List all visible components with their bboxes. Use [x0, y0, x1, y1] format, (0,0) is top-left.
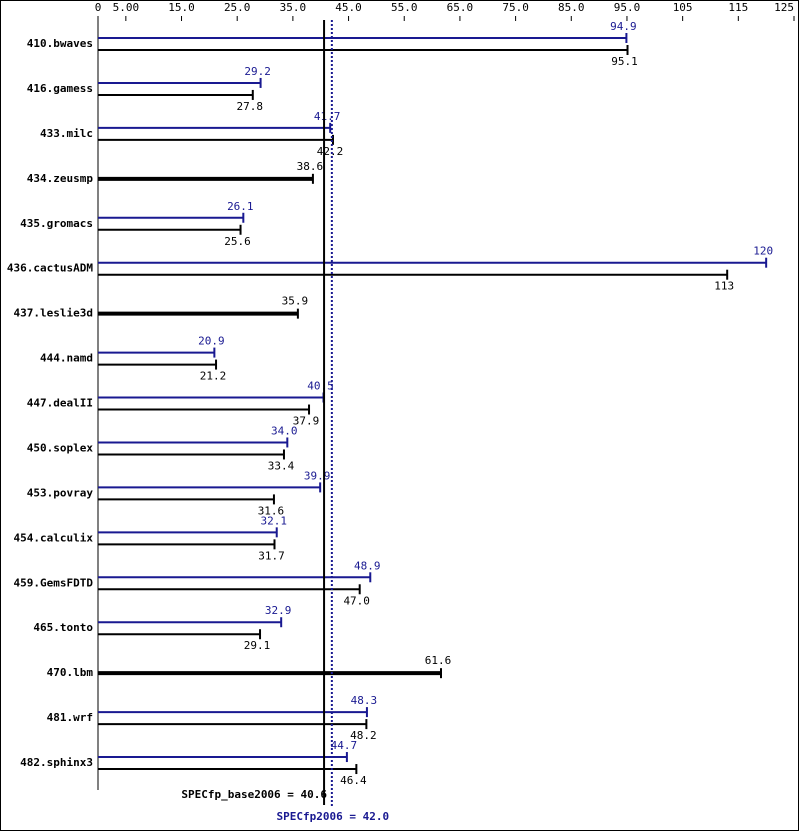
- x-tick-label: 45.0: [335, 1, 362, 14]
- value-label: 29.2: [244, 65, 271, 78]
- value-label: 29.1: [244, 639, 271, 652]
- x-tick-label: 125: [774, 1, 794, 14]
- x-tick-label: 5.00: [113, 1, 140, 14]
- value-label: 48.3: [351, 694, 378, 707]
- category-label: 410.bwaves: [27, 37, 93, 50]
- x-tick-label: 25.0: [224, 1, 251, 14]
- value-label: 48.9: [354, 559, 381, 572]
- value-label: 35.9: [282, 295, 309, 308]
- value-label: 40.5: [307, 380, 334, 393]
- category-label: 444.namd: [40, 352, 93, 365]
- value-label: 32.9: [265, 604, 292, 617]
- value-label: 37.9: [293, 415, 320, 428]
- value-label: 95.1: [611, 55, 638, 68]
- category-label: 481.wrf: [47, 711, 93, 724]
- category-label: 454.calculix: [14, 531, 94, 544]
- value-label: 48.2: [350, 729, 377, 742]
- category-label: 433.milc: [40, 127, 93, 140]
- value-label: 27.8: [237, 100, 264, 113]
- category-label: 482.sphinx3: [20, 756, 93, 769]
- value-label: 26.1: [227, 200, 254, 213]
- reference-label: SPECfp_base2006 = 40.6: [181, 788, 327, 801]
- value-label: 21.2: [200, 370, 227, 383]
- category-label: 470.lbm: [47, 666, 94, 679]
- value-label: 113: [714, 280, 734, 293]
- x-tick-label: 65.0: [447, 1, 474, 14]
- value-label: 31.6: [258, 504, 285, 517]
- value-label: 38.6: [297, 160, 324, 173]
- value-label: 32.1: [260, 514, 287, 527]
- value-label: 31.7: [258, 549, 285, 562]
- x-tick-label: 55.0: [391, 1, 418, 14]
- category-label: 434.zeusmp: [27, 172, 94, 185]
- value-label: 33.4: [268, 459, 295, 472]
- value-label: 46.4: [340, 774, 367, 787]
- category-label: 453.povray: [27, 486, 94, 499]
- value-label: 20.9: [198, 335, 225, 348]
- value-label: 94.9: [610, 20, 637, 33]
- category-label: 450.soplex: [27, 441, 94, 454]
- value-label: 44.7: [331, 739, 358, 752]
- x-tick-label: 105: [673, 1, 693, 14]
- category-label: 435.gromacs: [20, 217, 93, 230]
- x-tick-label: 85.0: [558, 1, 585, 14]
- value-label: 39.9: [304, 469, 331, 482]
- x-tick-label: 95.0: [614, 1, 641, 14]
- value-label: 41.7: [314, 110, 341, 123]
- x-tick-label: 75.0: [502, 1, 529, 14]
- value-label: 34.0: [271, 424, 298, 437]
- category-label: 437.leslie3d: [14, 307, 93, 320]
- x-tick-label: 35.0: [280, 1, 307, 14]
- category-label: 447.dealII: [27, 397, 93, 410]
- x-tick-label: 115: [728, 1, 748, 14]
- value-label: 42.2: [317, 145, 344, 158]
- category-label: 436.cactusADM: [7, 262, 93, 275]
- reference-label: SPECfp2006 = 42.0: [277, 810, 390, 823]
- x-tick-label: 15.0: [168, 1, 195, 14]
- value-label: 120: [753, 245, 773, 258]
- value-label: 25.6: [224, 235, 251, 248]
- category-label: 465.tonto: [33, 621, 93, 634]
- category-label: 416.gamess: [27, 82, 93, 95]
- x-tick-label: 0: [95, 1, 102, 14]
- category-label: 459.GemsFDTD: [14, 576, 94, 589]
- value-label: 47.0: [343, 594, 370, 607]
- value-label: 61.6: [425, 654, 452, 667]
